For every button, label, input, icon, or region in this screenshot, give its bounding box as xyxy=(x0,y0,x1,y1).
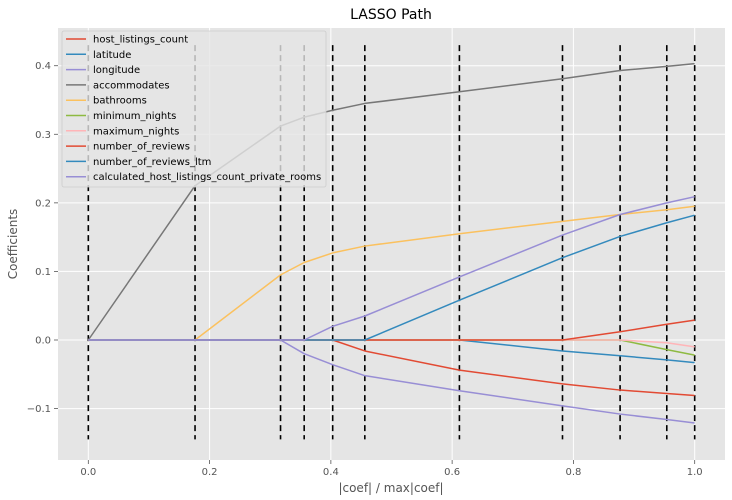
legend-label: number_of_reviews xyxy=(93,142,190,153)
series-line-bathrooms xyxy=(88,205,695,341)
y-tick-label: 0.1 xyxy=(35,267,51,278)
y-tick-label: 0.2 xyxy=(35,198,51,209)
legend-label: latitude xyxy=(93,50,131,61)
legend-label: longitude xyxy=(93,65,140,76)
y-tick-label: 0.4 xyxy=(35,61,51,72)
y-ticks: −0.1 0.0 0.1 0.2 0.3 0.4 xyxy=(27,61,58,415)
legend-label: number_of_reviews_ltm xyxy=(93,157,211,168)
x-ticks: 0.0 0.2 0.4 0.6 0.8 1.0 xyxy=(80,460,703,478)
legend-label: maximum_nights xyxy=(93,126,179,137)
x-tick-label: 0.4 xyxy=(323,467,339,478)
legend-label: calculated_host_listings_count_private_r… xyxy=(93,172,321,183)
legend-label: accommodates xyxy=(93,80,170,91)
y-tick-label: 0.3 xyxy=(35,130,51,141)
x-tick-label: 0.2 xyxy=(202,467,218,478)
legend-entries: host_listings_count latitude longitude acco… xyxy=(66,35,321,183)
legend-label: bathrooms xyxy=(93,96,147,107)
legend: host_listings_count latitude longitude acco… xyxy=(61,30,327,188)
y-tick-label: 0.0 xyxy=(35,336,51,347)
legend-label: minimum_nights xyxy=(93,111,176,122)
legend-box xyxy=(61,30,327,188)
x-tick-label: 0.0 xyxy=(80,467,96,478)
y-axis-label: Coefficients xyxy=(6,209,20,280)
legend-label: host_listings_count xyxy=(93,35,188,46)
chart-title: LASSO Path xyxy=(350,7,432,23)
x-tick-label: 1.0 xyxy=(687,467,703,478)
x-tick-label: 0.8 xyxy=(565,467,581,478)
x-axis-label: |coef| / max|coef| xyxy=(338,481,443,495)
series-line-calculated-host-listings-count-private-rooms xyxy=(88,195,695,341)
y-tick-label: −0.1 xyxy=(27,404,51,415)
x-tick-label: 0.6 xyxy=(444,467,460,478)
